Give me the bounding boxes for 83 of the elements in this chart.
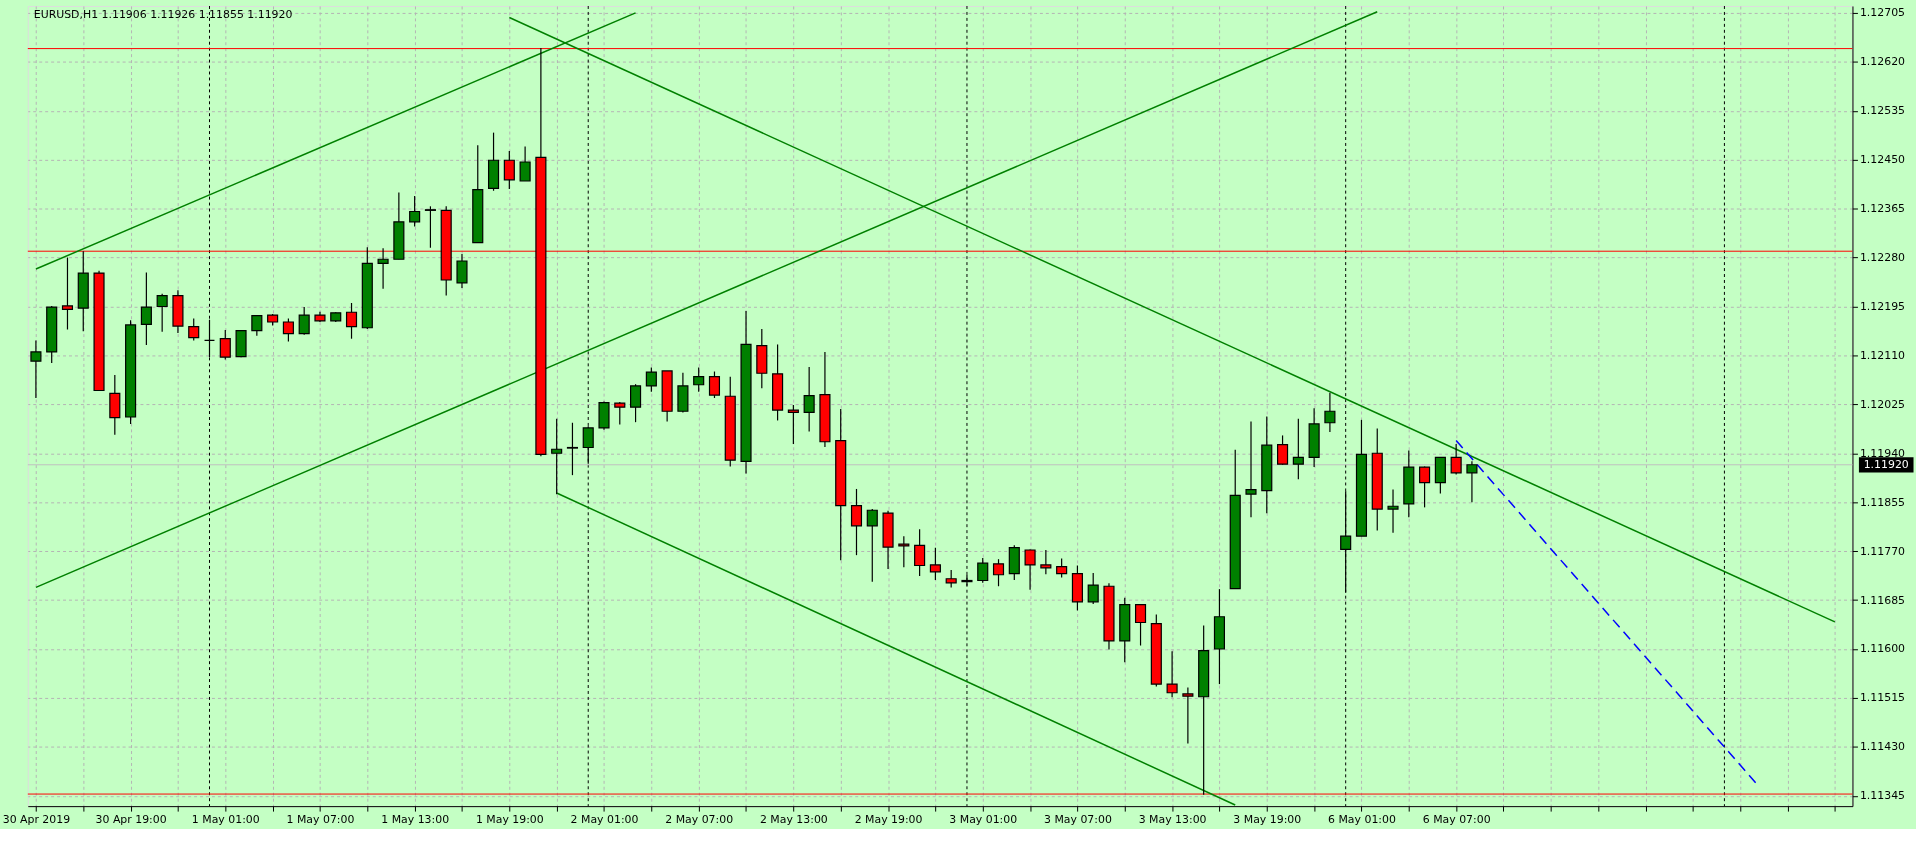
y-tick-label: 1.11685 [1859, 593, 1906, 607]
candlestick [693, 366, 705, 393]
y-tick-label: 1.12280 [1859, 251, 1906, 265]
candlestick [803, 366, 815, 432]
candlestick [282, 317, 294, 343]
ref-line-label: 1.11920 [1863, 457, 1909, 471]
candlestick [961, 574, 973, 587]
y-tick-label: 1.11515 [1859, 691, 1906, 705]
candlestick [645, 366, 657, 393]
candlestick [503, 150, 515, 190]
y-tick-label: 1.11600 [1859, 642, 1906, 656]
candlestick [188, 317, 200, 342]
candlestick [156, 293, 168, 333]
y-tick-label: 1.11430 [1859, 740, 1906, 754]
candlestick [456, 253, 468, 289]
x-tick-label: 2 May 13:00 [759, 812, 828, 826]
candlestick [1056, 558, 1068, 579]
x-tick-label: 30 Apr 2019 [2, 812, 71, 826]
x-tick-label: 30 Apr 19:00 [95, 812, 167, 826]
x-tick-label: 1 May 07:00 [286, 812, 355, 826]
candlestick [219, 329, 231, 361]
x-tick-label: 3 May 19:00 [1233, 812, 1302, 826]
candlestick [1277, 434, 1289, 466]
candlestick [1466, 460, 1478, 503]
y-tick-label: 1.11940 [1859, 446, 1906, 460]
candlestick [1324, 392, 1336, 433]
y-tick-label: 1.12365 [1859, 202, 1906, 216]
candlestick [866, 508, 878, 583]
candlestick [898, 535, 910, 568]
candlestick [1087, 572, 1099, 605]
candlestick [298, 306, 310, 336]
x-tick-label: 1 May 19:00 [475, 812, 544, 826]
candlestick [1182, 686, 1194, 744]
y-tick-label: 1.12535 [1859, 104, 1906, 118]
candlestick [914, 528, 926, 577]
candlestick [582, 425, 594, 465]
candlestick [1040, 549, 1052, 575]
x-tick-label: 6 May 01:00 [1328, 812, 1396, 826]
candlestick [977, 557, 989, 584]
candlestick [140, 271, 152, 346]
y-tick-label: 1.12110 [1859, 348, 1906, 362]
candlestick [850, 488, 863, 556]
x-tick-label: 1 May 01:00 [191, 812, 260, 826]
candlestick [1134, 603, 1147, 647]
candlestick [409, 195, 421, 228]
candlestick [630, 383, 642, 423]
candlestick [30, 339, 42, 399]
candlestick [251, 315, 263, 337]
candlestick [1387, 488, 1399, 534]
candlestick [1166, 650, 1178, 698]
candlestick [787, 404, 799, 445]
candlestick [1292, 418, 1304, 480]
candlestick [1245, 421, 1257, 518]
chart-title: EURUSD,H1 1.11906 1.11926 1.11855 1.11920 [33, 7, 293, 21]
candlestick [61, 256, 74, 331]
y-tick-label: 1.12450 [1859, 153, 1906, 167]
y-tick-label: 1.11855 [1859, 495, 1906, 509]
x-tick-label: 6 May 07:00 [1422, 812, 1491, 826]
candlestick [929, 547, 941, 581]
y-tick-label: 1.12025 [1859, 397, 1906, 411]
y-tick-label: 1.12620 [1859, 55, 1906, 69]
x-tick-label: 2 May 07:00 [665, 812, 734, 826]
x-tick-label: 3 May 07:00 [1043, 812, 1112, 826]
candlestick [424, 205, 436, 249]
y-tick-label: 1.11345 [1859, 789, 1906, 803]
candlestick [377, 247, 389, 290]
candlestick [1419, 465, 1431, 508]
x-tick-label: 3 May 01:00 [949, 812, 1018, 826]
candlestick [708, 370, 721, 399]
x-tick-label: 3 May 13:00 [1138, 812, 1207, 826]
candlestick [519, 145, 531, 182]
x-tick-label: 2 May 01:00 [570, 812, 639, 826]
candlestick [614, 401, 626, 426]
candlestick [1450, 443, 1462, 476]
candlestick [992, 558, 1005, 587]
x-tick-label: 2 May 19:00 [854, 812, 923, 826]
candlestick [1024, 548, 1036, 591]
x-tick-label: 1 May 13:00 [381, 812, 450, 826]
y-tick-label: 1.12195 [1859, 299, 1906, 313]
y-tick-label: 1.11770 [1859, 544, 1906, 558]
y-tick-label: 1.12705 [1859, 6, 1906, 20]
candlestick [566, 422, 579, 476]
candlestick [345, 302, 358, 340]
